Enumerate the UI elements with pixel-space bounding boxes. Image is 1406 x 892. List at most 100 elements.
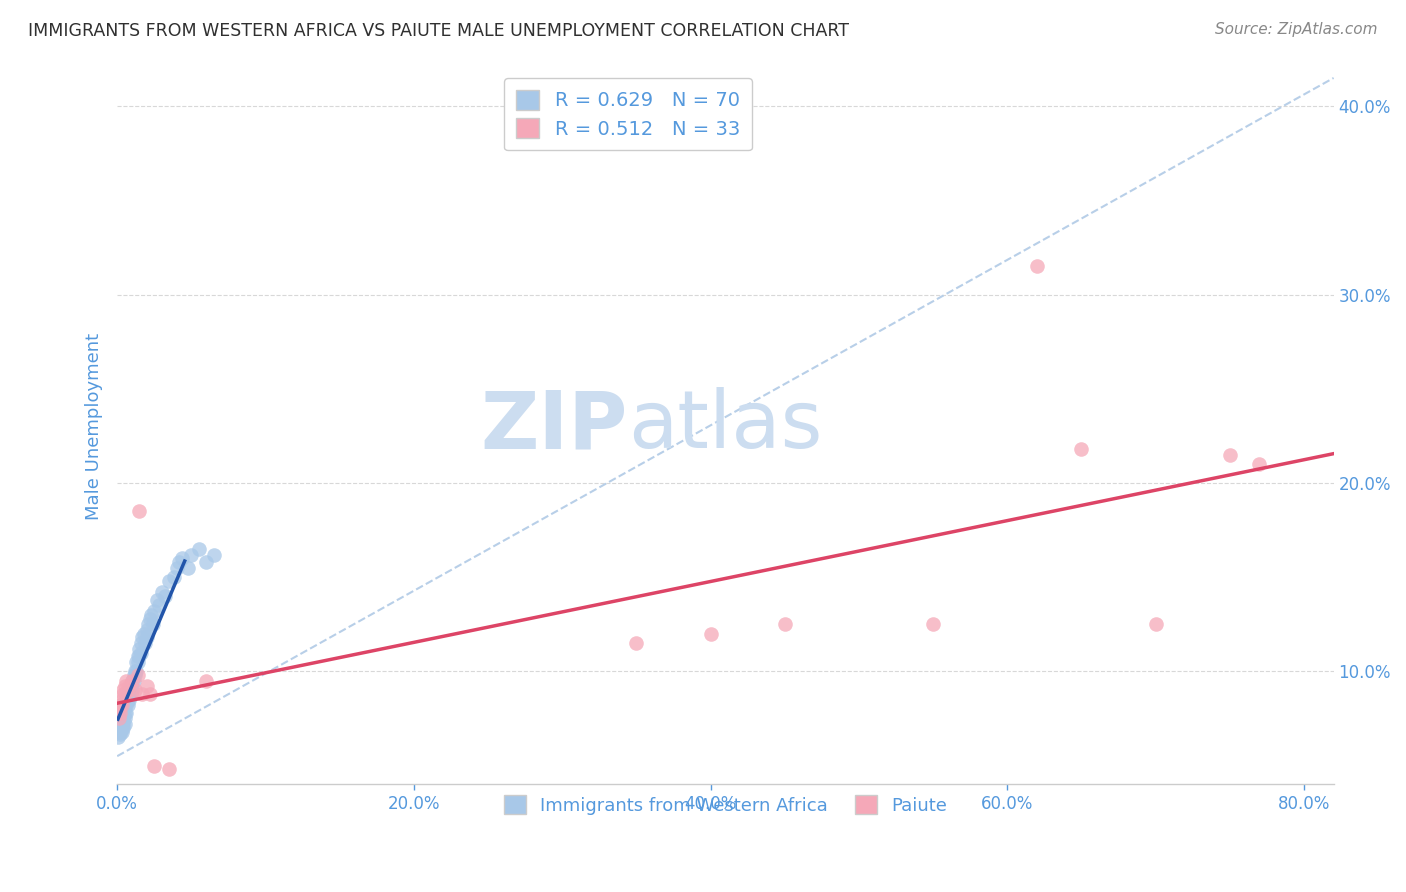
Point	[122, 668, 145, 682]
Point	[118, 692, 141, 706]
Point	[117, 683, 139, 698]
Point	[150, 585, 173, 599]
Point	[1249, 457, 1271, 471]
Point	[773, 617, 796, 632]
Point	[180, 548, 202, 562]
Point	[115, 673, 138, 688]
Point	[112, 683, 135, 698]
Point	[112, 717, 135, 731]
Point	[121, 680, 143, 694]
Point	[146, 592, 169, 607]
Point	[108, 721, 131, 735]
Point	[107, 711, 129, 725]
Point	[128, 641, 150, 656]
Point	[111, 692, 134, 706]
Text: Source: ZipAtlas.com: Source: ZipAtlas.com	[1215, 22, 1378, 37]
Point	[115, 692, 138, 706]
Point	[117, 698, 139, 713]
Point	[115, 706, 138, 720]
Point	[121, 673, 143, 688]
Point	[115, 698, 138, 713]
Point	[135, 631, 157, 645]
Point	[118, 680, 141, 694]
Point	[112, 721, 135, 735]
Point	[139, 612, 162, 626]
Point	[1070, 442, 1092, 456]
Point	[169, 555, 191, 569]
Point	[187, 541, 209, 556]
Point	[157, 763, 180, 777]
Point	[124, 668, 146, 682]
Point	[626, 636, 648, 650]
Point	[111, 721, 134, 735]
Point	[114, 698, 136, 713]
Point	[150, 805, 173, 820]
Point	[195, 555, 218, 569]
Point	[699, 626, 721, 640]
Point	[138, 617, 160, 632]
Point	[131, 687, 153, 701]
Point	[108, 726, 131, 740]
Point	[134, 636, 156, 650]
Point	[1026, 260, 1049, 274]
Point	[117, 687, 139, 701]
Text: IMMIGRANTS FROM WESTERN AFRICA VS PAIUTE MALE UNEMPLOYMENT CORRELATION CHART: IMMIGRANTS FROM WESTERN AFRICA VS PAIUTE…	[28, 22, 849, 40]
Point	[131, 631, 153, 645]
Point	[922, 617, 945, 632]
Point	[114, 680, 136, 694]
Point	[114, 687, 136, 701]
Point	[202, 548, 225, 562]
Point	[111, 711, 134, 725]
Point	[127, 655, 149, 669]
Point	[157, 574, 180, 588]
Point	[166, 561, 188, 575]
Point	[128, 649, 150, 664]
Point	[139, 687, 162, 701]
Point	[111, 724, 134, 739]
Point	[114, 711, 136, 725]
Point	[142, 617, 165, 632]
Point	[122, 673, 145, 688]
Point	[143, 604, 166, 618]
Point	[129, 636, 152, 650]
Point	[107, 724, 129, 739]
Text: atlas: atlas	[628, 387, 823, 466]
Point	[112, 711, 135, 725]
Point	[108, 724, 131, 739]
Point	[172, 551, 194, 566]
Point	[114, 717, 136, 731]
Point	[162, 570, 184, 584]
Point	[120, 680, 142, 694]
Point	[121, 683, 143, 698]
Point	[121, 673, 143, 688]
Point	[132, 626, 155, 640]
Point	[128, 504, 150, 518]
Point	[135, 623, 157, 637]
Y-axis label: Male Unemployment: Male Unemployment	[86, 333, 103, 520]
Point	[107, 731, 129, 745]
Point	[177, 561, 200, 575]
Point	[107, 721, 129, 735]
Point	[129, 646, 152, 660]
Legend: Immigrants from Western Africa, Paiute: Immigrants from Western Africa, Paiute	[494, 784, 957, 825]
Point	[108, 717, 131, 731]
Point	[112, 687, 135, 701]
Text: ZIP: ZIP	[481, 387, 628, 466]
Point	[141, 607, 163, 622]
Point	[112, 706, 135, 720]
Point	[114, 706, 136, 720]
Point	[118, 683, 141, 698]
Point	[108, 706, 131, 720]
Point	[125, 655, 148, 669]
Point	[127, 649, 149, 664]
Point	[120, 683, 142, 698]
Point	[1144, 617, 1167, 632]
Point	[120, 687, 142, 701]
Point	[153, 589, 176, 603]
Point	[124, 665, 146, 679]
Point	[143, 758, 166, 772]
Point	[195, 673, 218, 688]
Point	[148, 599, 170, 613]
Point	[108, 698, 131, 713]
Point	[118, 687, 141, 701]
